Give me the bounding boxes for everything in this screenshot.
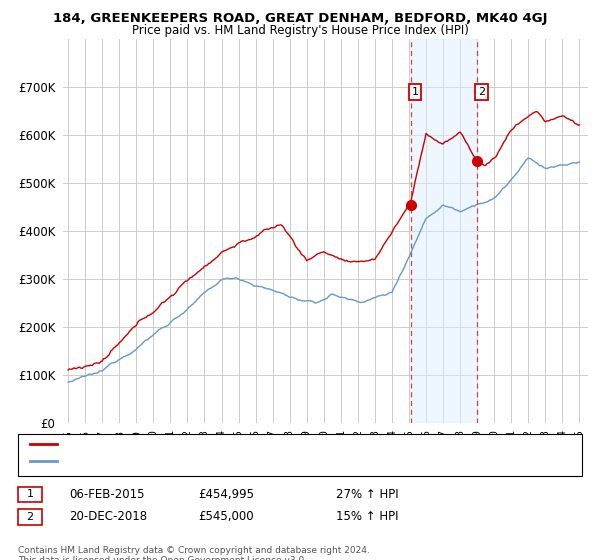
- Text: 1: 1: [412, 87, 418, 97]
- Text: 15% ↑ HPI: 15% ↑ HPI: [336, 510, 398, 524]
- Text: 184, GREENKEEPERS ROAD, GREAT DENHAM, BEDFORD, MK40 4GJ: 184, GREENKEEPERS ROAD, GREAT DENHAM, BE…: [53, 12, 547, 25]
- Text: Price paid vs. HM Land Registry's House Price Index (HPI): Price paid vs. HM Land Registry's House …: [131, 24, 469, 36]
- Text: 27% ↑ HPI: 27% ↑ HPI: [336, 488, 398, 501]
- Bar: [410, 39, 476, 423]
- Text: £454,995: £454,995: [198, 488, 254, 501]
- Text: 20-DEC-2018: 20-DEC-2018: [69, 510, 147, 524]
- Text: 06-FEB-2015: 06-FEB-2015: [69, 488, 145, 501]
- Text: 1: 1: [26, 489, 34, 500]
- Text: HPI: Average price, detached house, Bedford: HPI: Average price, detached house, Bedf…: [60, 456, 294, 466]
- Text: Contains HM Land Registry data © Crown copyright and database right 2024.
This d: Contains HM Land Registry data © Crown c…: [18, 546, 370, 560]
- Text: 2: 2: [26, 512, 34, 522]
- Text: 184, GREENKEEPERS ROAD, GREAT DENHAM, BEDFORD, MK40 4GJ (detached house): 184, GREENKEEPERS ROAD, GREAT DENHAM, BE…: [60, 439, 502, 449]
- Text: £545,000: £545,000: [198, 510, 254, 524]
- Text: 2: 2: [478, 87, 485, 97]
